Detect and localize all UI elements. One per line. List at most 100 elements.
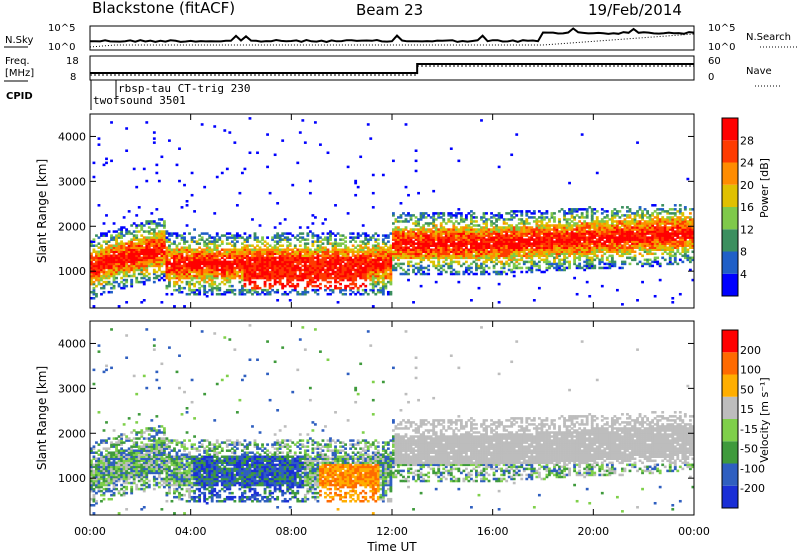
power-cell xyxy=(225,236,229,239)
power-cell xyxy=(137,258,141,262)
power-cell xyxy=(334,264,337,268)
power-cell xyxy=(258,248,262,252)
power-cell xyxy=(268,270,272,274)
power-cell xyxy=(376,278,380,282)
power-cell xyxy=(585,230,589,233)
power-cell xyxy=(636,234,639,237)
power-cell xyxy=(324,256,327,260)
power-cell xyxy=(112,236,116,239)
power-cell xyxy=(384,260,388,264)
power-cell xyxy=(208,282,212,286)
power-cell xyxy=(238,248,242,252)
power-cell xyxy=(251,292,254,296)
power-cell xyxy=(555,234,559,237)
power-cell xyxy=(180,246,184,249)
power-cell xyxy=(417,228,420,231)
power-cell xyxy=(90,252,93,256)
power-cell xyxy=(598,226,602,229)
power-cell xyxy=(115,244,118,247)
power-cell xyxy=(230,260,234,264)
power-cell xyxy=(115,280,118,284)
power-cell xyxy=(392,242,395,245)
power-cell xyxy=(241,248,244,252)
power-cell xyxy=(492,252,496,256)
power-cell xyxy=(127,264,131,268)
power-cell xyxy=(256,238,259,241)
power-cell xyxy=(374,258,378,262)
power-cell xyxy=(271,264,275,268)
power-cell xyxy=(442,218,446,221)
power-cell xyxy=(303,141,307,144)
power-cell xyxy=(568,240,571,243)
power-cell xyxy=(105,254,108,258)
power-cell xyxy=(125,272,129,276)
power-cell xyxy=(152,234,156,237)
power-cell xyxy=(374,262,378,266)
power-cell xyxy=(628,256,632,260)
power-cell xyxy=(97,276,101,280)
power-cell xyxy=(346,254,350,258)
power-cell xyxy=(532,244,536,247)
power-cell xyxy=(472,232,476,235)
power-cell xyxy=(210,286,214,290)
power-cell xyxy=(477,246,481,249)
power-cell xyxy=(92,292,96,296)
power-cell xyxy=(278,238,282,241)
power-cell xyxy=(520,218,524,221)
power-cell xyxy=(500,246,504,249)
power-cell xyxy=(90,242,93,245)
power-cell xyxy=(208,236,212,239)
power-cell xyxy=(122,278,126,282)
power-cell xyxy=(422,244,426,247)
power-cell xyxy=(266,248,269,252)
power-cell xyxy=(578,264,582,268)
power-cell xyxy=(256,272,259,276)
power-cell xyxy=(183,240,186,243)
power-cell xyxy=(351,286,355,290)
power-cell xyxy=(412,214,415,217)
power-cell xyxy=(399,266,403,270)
power-cell xyxy=(213,274,217,278)
power-cell xyxy=(137,248,141,252)
power-cell xyxy=(603,230,607,233)
power-cell xyxy=(185,292,189,296)
power-cell xyxy=(384,264,388,268)
power-cell xyxy=(281,256,285,260)
power-cell xyxy=(115,270,118,274)
power-cell xyxy=(276,240,280,243)
power-cell xyxy=(120,286,124,290)
power-cell xyxy=(228,274,232,278)
power-cell xyxy=(447,266,451,270)
power-cell xyxy=(422,224,426,227)
power-cell xyxy=(334,240,337,243)
power-cell xyxy=(233,141,237,144)
power-cell xyxy=(374,260,378,264)
power-cell xyxy=(384,236,388,239)
power-cell xyxy=(621,220,624,223)
power-cell xyxy=(636,244,639,247)
power-cell xyxy=(313,290,317,294)
power-cell xyxy=(492,270,496,274)
power-cell xyxy=(266,270,269,274)
power-cell xyxy=(157,278,161,282)
power-cell xyxy=(266,268,269,272)
power-cell xyxy=(364,236,368,239)
power-cell xyxy=(477,242,481,245)
power-cell xyxy=(515,210,519,213)
power-cell xyxy=(198,262,202,266)
power-cell xyxy=(505,232,509,235)
power-cell xyxy=(515,260,519,264)
power-cell xyxy=(621,236,624,239)
power-cell xyxy=(437,246,441,249)
power-cell xyxy=(424,250,428,254)
power-cell xyxy=(495,270,498,274)
power-cell xyxy=(522,232,526,235)
power-cell xyxy=(470,232,473,235)
power-cell xyxy=(102,274,106,278)
power-cell xyxy=(404,248,408,252)
power-cell xyxy=(537,220,541,223)
power-cell xyxy=(324,272,327,276)
power-cell xyxy=(286,258,290,262)
power-cell xyxy=(243,282,247,286)
power-cell xyxy=(593,222,597,225)
